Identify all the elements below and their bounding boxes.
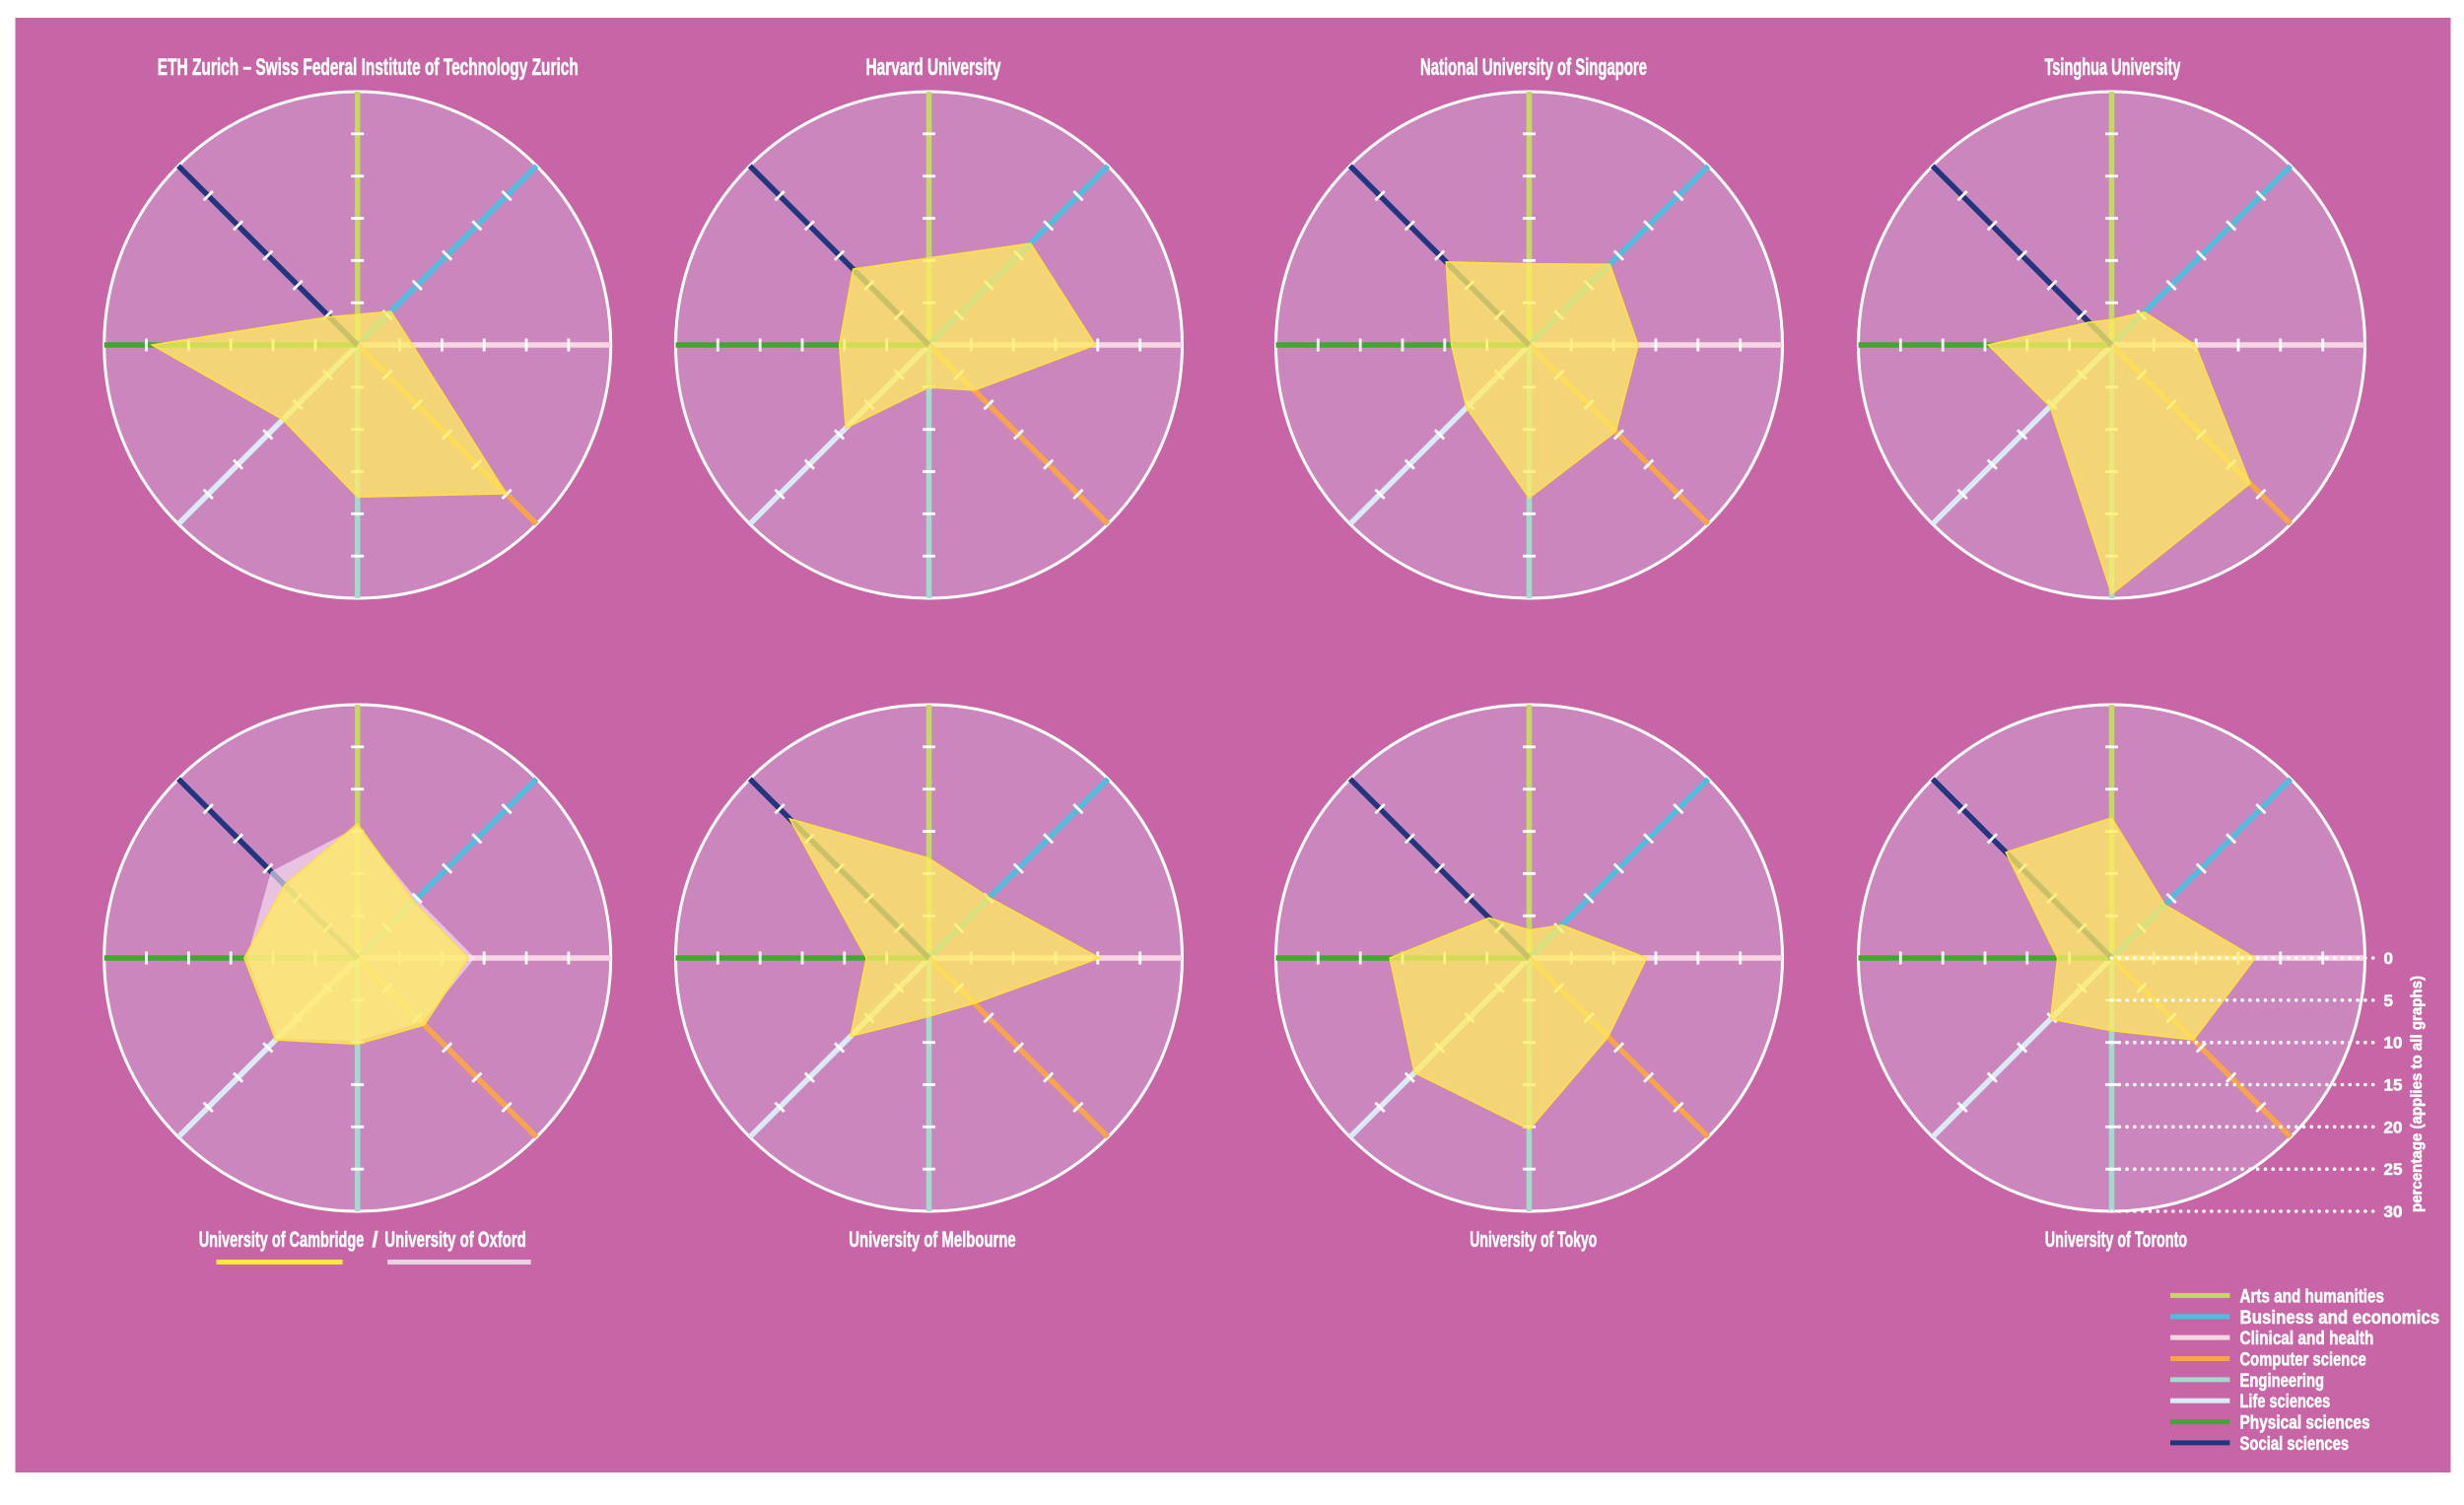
- svg-text:Tsinghua University: Tsinghua University: [2045, 54, 2181, 81]
- svg-text:University of Melbourne: University of Melbourne: [849, 1227, 1015, 1252]
- svg-text:University of Oxford: University of Oxford: [384, 1227, 526, 1252]
- svg-text:Computer science: Computer science: [2240, 1349, 2366, 1371]
- svg-text:ETH Zurich – Swiss Federal Ins: ETH Zurich – Swiss Federal Institute of …: [158, 54, 579, 81]
- svg-text:Clinical and health: Clinical and health: [2240, 1328, 2374, 1349]
- svg-text:University of Tokyo: University of Tokyo: [1470, 1227, 1597, 1252]
- svg-text:Business and economics: Business and economics: [2240, 1307, 2440, 1329]
- svg-text:University of Toronto: University of Toronto: [2045, 1227, 2187, 1252]
- svg-text:20: 20: [2384, 1118, 2403, 1136]
- svg-text:Social sciences: Social sciences: [2240, 1433, 2350, 1455]
- svg-text:15: 15: [2384, 1076, 2403, 1095]
- svg-text:10: 10: [2384, 1034, 2403, 1053]
- svg-text:30: 30: [2384, 1202, 2403, 1221]
- svg-text:5: 5: [2384, 992, 2393, 1010]
- svg-text:/: /: [372, 1227, 377, 1252]
- svg-text:National University of Singapo: National University of Singapore: [1420, 54, 1647, 81]
- svg-text:Arts and humanities: Arts and humanities: [2240, 1285, 2385, 1307]
- svg-text:Harvard University: Harvard University: [866, 54, 1001, 81]
- svg-text:Physical sciences: Physical sciences: [2240, 1412, 2370, 1434]
- svg-text:University of Cambridge: University of Cambridge: [199, 1227, 365, 1252]
- svg-text:25: 25: [2384, 1160, 2403, 1179]
- svg-text:Life sciences: Life sciences: [2240, 1391, 2331, 1412]
- svg-text:Engineering: Engineering: [2240, 1370, 2325, 1392]
- svg-text:0: 0: [2384, 949, 2393, 968]
- svg-text:percentage (applies to all gra: percentage (applies to all graphs): [2409, 976, 2426, 1212]
